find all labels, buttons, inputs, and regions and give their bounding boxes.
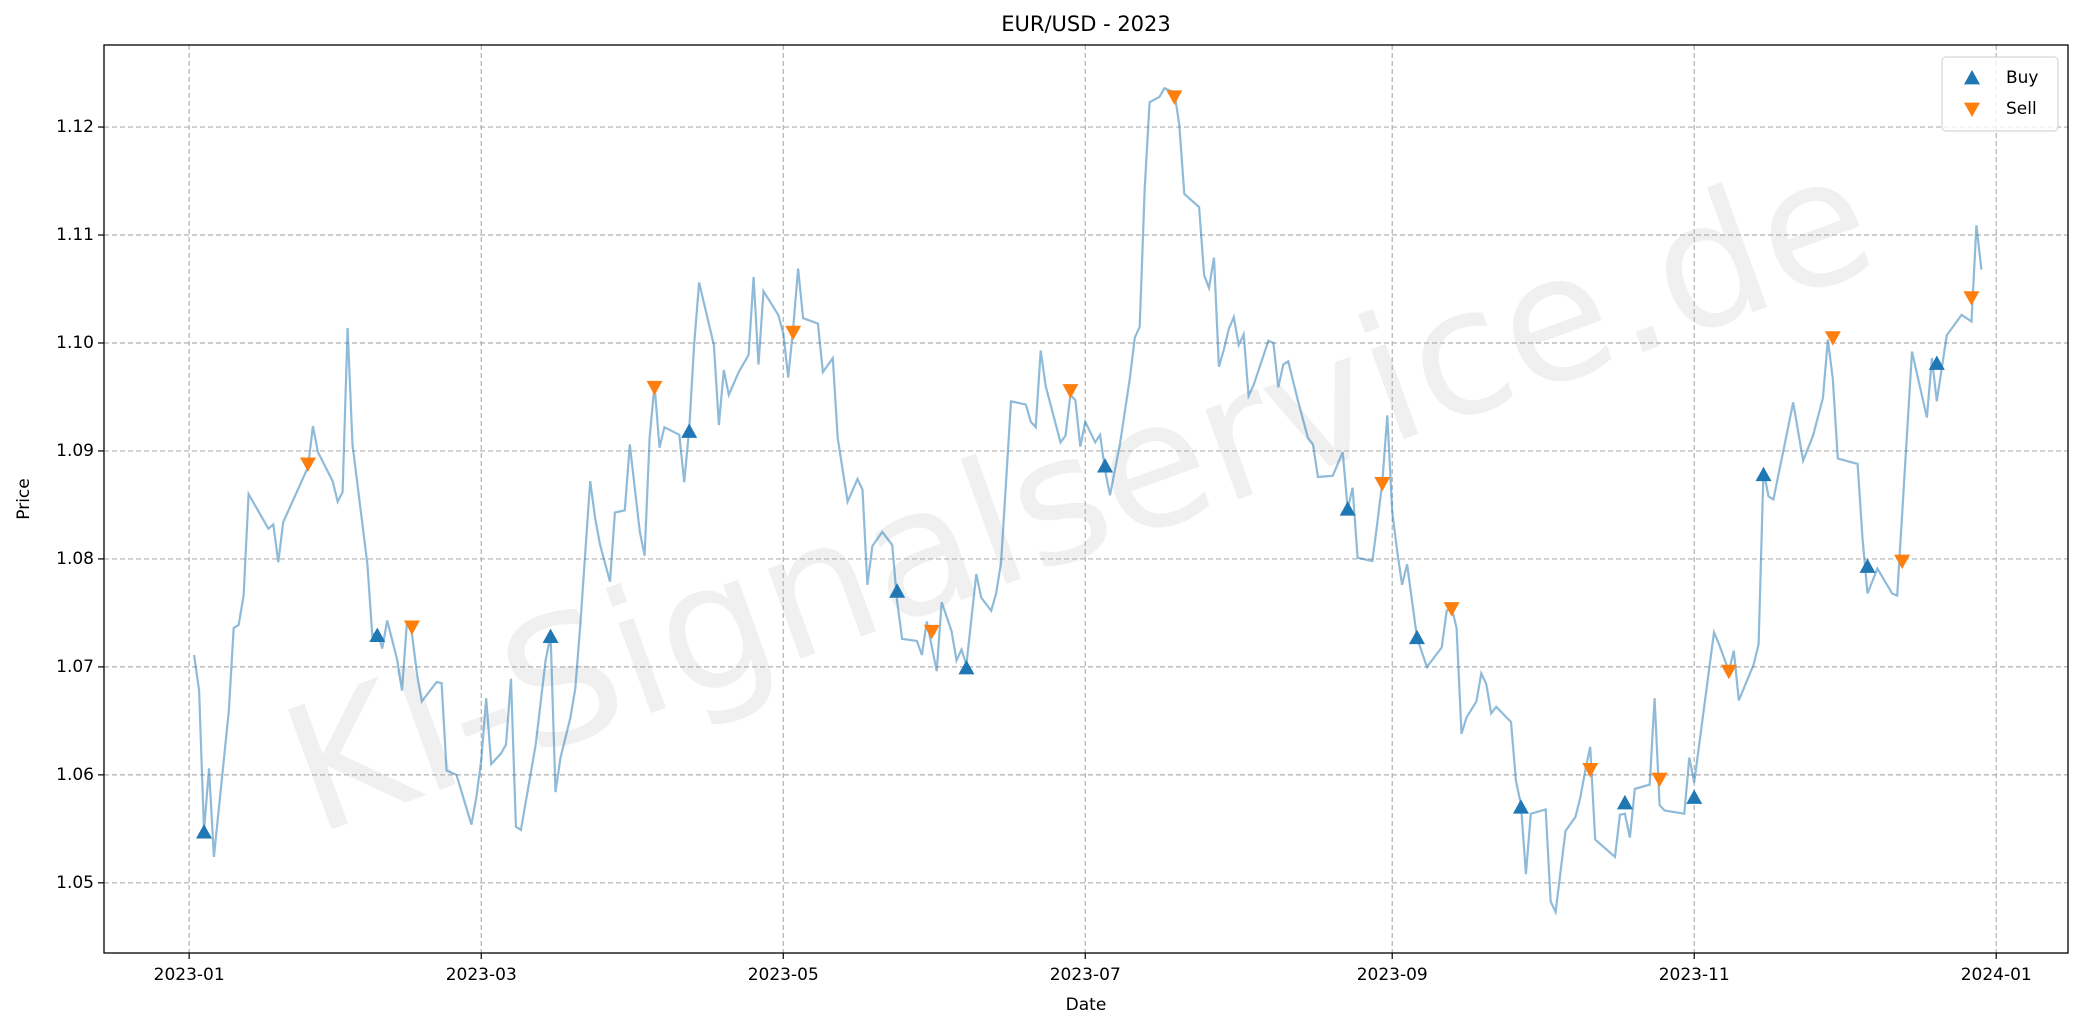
y-tick-label: 1.08	[56, 549, 94, 569]
marker	[1928, 355, 1945, 370]
marker	[1686, 789, 1703, 804]
legend-marker	[1964, 102, 1980, 117]
legend-box	[1941, 56, 2059, 132]
plot-frame	[103, 44, 2069, 954]
marker	[1651, 772, 1668, 788]
marker	[923, 624, 940, 640]
marker	[1062, 384, 1079, 399]
marker	[1824, 331, 1841, 346]
x-tick-label: 2024-01	[1961, 965, 2032, 985]
y-tick-label: 1.12	[56, 117, 94, 137]
marker	[681, 423, 698, 438]
y-tick-label: 1.09	[56, 441, 94, 461]
marker	[785, 325, 802, 341]
x-tick-label: 2023-03	[446, 965, 517, 985]
marker	[1097, 458, 1114, 473]
marker	[299, 457, 316, 472]
x-tick-label: 2023-05	[748, 965, 819, 985]
x-tick-label: 2023-01	[154, 965, 225, 985]
legend: Buy Sell	[1941, 56, 2059, 132]
marker	[1512, 799, 1529, 814]
marker	[196, 824, 213, 839]
x-tick-label: 2023-07	[1050, 965, 1121, 985]
marker	[369, 627, 386, 642]
y-tick-label: 1.11	[56, 225, 94, 245]
y-tick-label: 1.05	[56, 873, 94, 893]
y-tick-label: 1.07	[56, 657, 94, 677]
marker	[1894, 554, 1911, 570]
marker	[1963, 291, 1980, 306]
chart-title: EUR/USD - 2023	[1001, 12, 1171, 36]
marker	[1374, 476, 1391, 492]
marker	[1859, 558, 1876, 573]
marker	[1616, 794, 1633, 810]
marker	[1755, 466, 1772, 482]
marker	[958, 659, 975, 675]
marker	[542, 628, 559, 644]
marker	[1443, 602, 1460, 617]
legend-label: Sell	[2006, 99, 2037, 119]
marker	[1408, 629, 1425, 645]
y-axis-label: Price	[14, 478, 34, 519]
y-tick-label: 1.06	[56, 765, 94, 785]
legend-label: Buy	[2006, 68, 2039, 88]
marker	[889, 583, 906, 598]
legend-marker	[1964, 70, 1980, 85]
x-tick-label: 2023-11	[1659, 965, 1730, 985]
marker	[1720, 664, 1737, 680]
x-tick-label: 2023-09	[1357, 965, 1428, 985]
marker	[403, 620, 420, 635]
y-tick-label: 1.10	[56, 333, 94, 353]
marker	[1166, 90, 1183, 105]
marker	[1339, 501, 1356, 516]
x-axis-label: Date	[1066, 995, 1107, 1015]
marker	[646, 380, 663, 396]
marker	[1582, 763, 1599, 778]
